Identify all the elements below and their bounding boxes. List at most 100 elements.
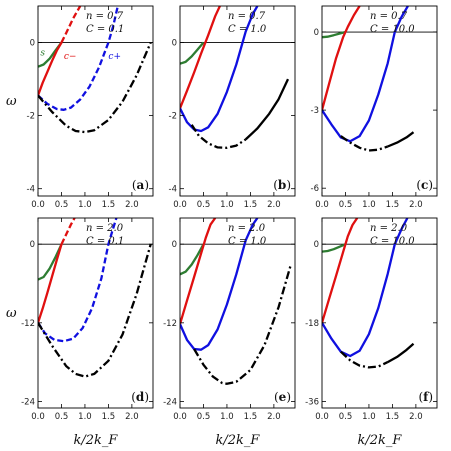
series-line-e-4 (193, 266, 292, 385)
x-tick-label: 1.0 (362, 412, 376, 422)
x-tick-label: 1.5 (386, 200, 400, 210)
x-axis-label: k/2k_F (74, 433, 119, 448)
annotation-c: C = 1.0 (228, 236, 267, 247)
x-tick-label: 1.5 (244, 200, 258, 210)
x-axis-label: k/2k_F (358, 433, 403, 448)
plot-frame (179, 5, 296, 197)
x-tick-label: 1.0 (78, 200, 92, 210)
x-axis-label: k/2k_F (216, 433, 261, 448)
series-line-d-5 (38, 243, 152, 378)
x-tick-label: 0.0 (31, 412, 45, 422)
y-tick-label: 0 (30, 39, 35, 49)
curve-label: s (40, 48, 45, 58)
annotation-n: n = 2.0 (370, 223, 408, 234)
y-tick-label: -12 (163, 319, 177, 329)
x-tick-label: 0.5 (55, 200, 69, 210)
y-tick-label: -24 (21, 397, 35, 407)
x-tick-label: 1.0 (220, 412, 234, 422)
x-tick-label: 2.0 (125, 200, 139, 210)
annotation-c: C = 0.1 (86, 24, 124, 35)
curves (322, 6, 415, 152)
x-tick-label: 2.0 (267, 412, 281, 422)
panel-e: 0.0 0.5 1.0 1.5 2.0 0 -12 -24 n = 2.0 C = 1.0 (e) (163, 217, 296, 422)
curves (180, 6, 290, 149)
series-line-b-4 (190, 124, 247, 149)
series-line-a-5 (38, 42, 152, 134)
curve-label: c− (64, 52, 77, 62)
x-tick-label: 0.0 (173, 200, 187, 210)
panel-label: (f) (418, 390, 433, 404)
y-axis-label-row-2: ω (6, 306, 17, 321)
series-line-f-2 (322, 218, 359, 324)
plot-frame (321, 5, 438, 197)
series-line-e-1 (180, 243, 205, 276)
x-tick-label: 2.0 (409, 412, 423, 422)
series-line-f-1 (322, 243, 346, 253)
x-tick-label: 0.5 (339, 200, 353, 210)
series-line-c-5 (387, 131, 415, 148)
y-tick-label: 0 (314, 28, 319, 38)
annotation-c: C = 10.0 (370, 24, 415, 35)
panel-c: 0.0 0.5 1.0 1.5 2.0 0 -3 -6 n = 0.7 C = 10.0 (c) (311, 5, 438, 210)
x-tick-label: 0.0 (315, 200, 329, 210)
series-line-c-2 (322, 6, 361, 111)
series-line-a-2 (38, 41, 63, 96)
y-tick-label: -2 (27, 112, 35, 122)
x-tick-label: 2.0 (267, 200, 281, 210)
series-line-d-3 (60, 218, 76, 245)
curves (180, 218, 292, 385)
y-tick-label: -36 (305, 397, 319, 407)
series-line-b-1 (180, 41, 205, 65)
plot-frame (179, 217, 296, 409)
x-tick-label: 1.5 (102, 412, 116, 422)
y-tick-label: -2 (169, 112, 177, 122)
plot-frame (37, 217, 154, 409)
series-line-e-3 (180, 218, 259, 351)
series-line-d-1 (38, 243, 63, 281)
series-line-a-4 (38, 6, 119, 111)
panel-b: 0.0 0.5 1.0 1.5 2.0 0 -2 -4 n = 0.7 C = 1.0 (b) (169, 5, 296, 210)
x-tick-label: 2.0 (409, 200, 423, 210)
y-tick-label: -4 (169, 185, 177, 195)
panel-d: 0.0 0.5 1.0 1.5 2.0 0 -12 -24 n = 2.0 C = 0.1 (d) (21, 217, 154, 422)
y-tick-label: 0 (172, 240, 177, 250)
y-tick-label: -18 (305, 319, 319, 329)
series-line-a-3 (60, 6, 82, 44)
series-line-b-2 (180, 6, 221, 109)
series-line-f-4 (340, 350, 389, 369)
y-axis-label-row-1: ω (6, 94, 17, 109)
series-line-d-2 (38, 243, 63, 324)
panel-label: (a) (132, 178, 149, 192)
y-tick-label: -4 (27, 185, 35, 195)
annotation-n: n = 0.7 (228, 11, 266, 22)
x-tick-label: 0.5 (197, 412, 211, 422)
series-line-c-4 (340, 135, 389, 152)
x-tick-label: 1.5 (386, 412, 400, 422)
curve-label: c+ (108, 52, 121, 62)
y-tick-label: -12 (21, 319, 35, 329)
y-tick-label: -6 (311, 184, 319, 194)
series-line-f-5 (387, 342, 415, 364)
y-tick-label: 0 (172, 39, 177, 49)
plot-frame (321, 217, 438, 409)
panel-label: (b) (273, 178, 291, 192)
panel-f: 0.0 0.5 1.0 1.5 2.0 0 -18 -36 n = 2.0 C = 10.0 (f) (305, 217, 438, 422)
annotation-n: n = 2.0 (228, 223, 266, 234)
x-tick-label: 1.5 (244, 412, 258, 422)
x-tick-label: 1.0 (362, 200, 376, 210)
series-line-d-4 (38, 218, 118, 343)
x-tick-label: 1.5 (102, 200, 116, 210)
x-tick-label: 0.0 (315, 412, 329, 422)
y-tick-label: 0 (314, 240, 319, 250)
y-tick-label: 0 (30, 240, 35, 250)
panel-label: (e) (274, 390, 291, 404)
x-tick-label: 0.5 (197, 200, 211, 210)
x-tick-label: 2.0 (125, 412, 139, 422)
curves (322, 218, 415, 369)
panel-label: (c) (416, 178, 433, 192)
y-tick-label: -3 (311, 106, 319, 116)
series-line-c-1 (322, 30, 346, 39)
annotation-c: C = 0.1 (86, 236, 124, 247)
series-line-f-3 (322, 218, 409, 358)
